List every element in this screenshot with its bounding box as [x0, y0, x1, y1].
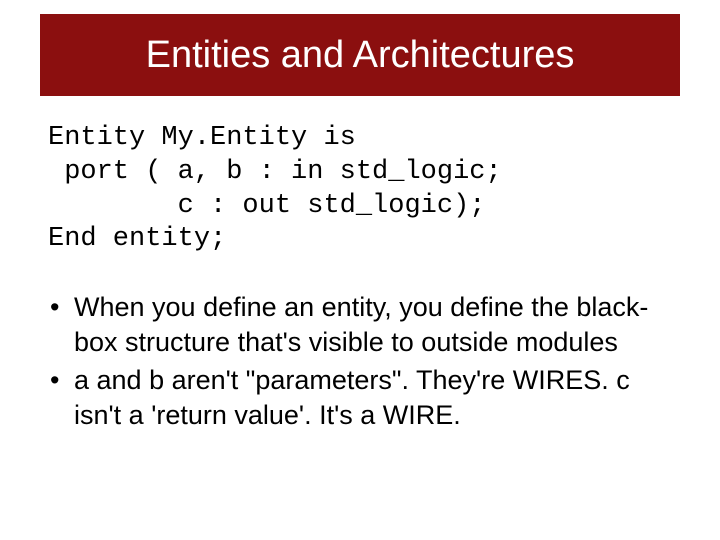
bullet-item: • When you define an entity, you define …	[48, 290, 680, 359]
bullet-text: a and b aren't "parameters". They're WIR…	[74, 363, 680, 432]
slide-title: Entities and Architectures	[146, 34, 575, 77]
bullet-text: When you define an entity, you define th…	[74, 290, 680, 359]
code-line-1: Entity My.Entity is	[48, 123, 356, 153]
code-line-3: c : out std_logic);	[48, 191, 485, 221]
code-line-2: port ( a, b : in std_logic;	[48, 157, 502, 187]
bullet-item: • a and b aren't "parameters". They're W…	[48, 363, 680, 432]
title-bar: Entities and Architectures	[40, 14, 680, 96]
bullet-dot-icon: •	[48, 290, 74, 325]
bullet-list: • When you define an entity, you define …	[48, 290, 680, 436]
code-line-4: End entity;	[48, 224, 226, 254]
bullet-dot-icon: •	[48, 363, 74, 398]
code-block: Entity My.Entity is port ( a, b : in std…	[48, 122, 672, 257]
